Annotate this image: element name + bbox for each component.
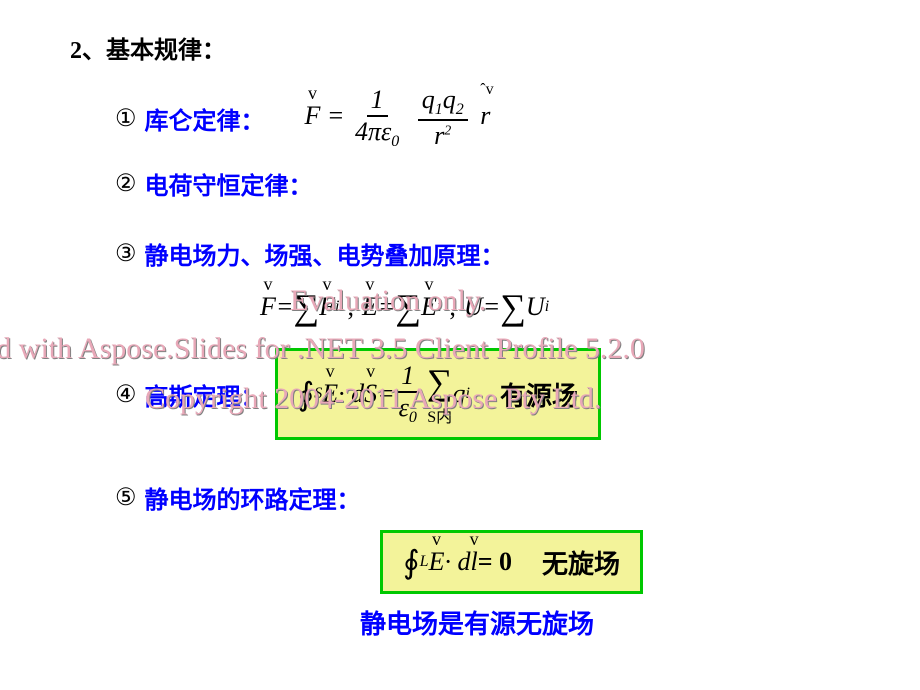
item-4-num: ④ <box>115 380 137 409</box>
den-4pie0: 4πε0 <box>351 117 403 151</box>
loop-formula-block: ∮L E · d l = 0 无旋场 <box>370 530 920 594</box>
item-1-num: ① <box>115 104 137 133</box>
num-q1q2: q1q2 <box>418 85 468 121</box>
dot-2: · d <box>444 547 470 577</box>
item-5-label: 静电场的环路定理： <box>145 480 361 515</box>
conclusion-text: 静电场是有源无旋场 <box>360 604 920 641</box>
vector-F: F <box>305 101 321 131</box>
sigma-1: ∑ <box>293 286 319 328</box>
item-2-num: ② <box>115 169 137 198</box>
qi: q <box>453 379 466 409</box>
comma-1: , <box>347 292 354 322</box>
vec-dS: S <box>364 379 377 409</box>
gauss-box: ∮S E · d S = 1 ε0 ∑ S内 qi 有源场 <box>275 348 602 440</box>
sub-i3: i <box>545 298 549 316</box>
num-1: 1 <box>367 85 388 117</box>
eq-sign: = <box>327 101 351 130</box>
vec-E-gauss: E <box>322 379 338 409</box>
vec-F-sum: F <box>260 292 276 322</box>
U-sum: U <box>464 292 483 322</box>
item-1-label: 库仑定律： <box>145 101 265 136</box>
frac-1-eps0: 1 ε0 <box>395 361 421 427</box>
sub-i2: i <box>437 298 441 316</box>
item-5-num: ⑤ <box>115 483 137 512</box>
sub-i4: i <box>466 385 470 403</box>
superposition-formula: F = ∑ Fi , E = ∑ Ei , U = ∑ Ui <box>260 286 920 328</box>
sub-S: S <box>314 385 322 403</box>
eq-zero: = 0 <box>478 547 512 577</box>
coulomb-formula: F = 1 4πε0 q1q2 r2 ˆvr <box>305 85 491 151</box>
item-4: ④ 高斯定理： ∮S E · d S = 1 ε0 ∑ S内 qi 有源场 <box>70 348 920 440</box>
section-heading: 2、基本规律： <box>70 30 920 65</box>
r-hat: ˆvr <box>480 101 490 130</box>
oint-icon-2: ∮ <box>403 543 420 581</box>
item-3-label: 静电场力、场强、电势叠加原理： <box>145 236 505 271</box>
sum-qi: ∑ S内 <box>427 361 453 427</box>
loop-label: 无旋场 <box>542 544 620 581</box>
oint-icon: ∮ <box>298 375 315 413</box>
vec-E-loop: E <box>429 547 445 577</box>
comma-2: , <box>449 292 456 322</box>
vec-E-sum: E <box>362 292 378 322</box>
item-5: ⑤ 静电场的环路定理： <box>70 480 920 515</box>
eq-4: = <box>377 379 395 409</box>
item-2-label: 电荷守恒定律： <box>145 166 313 201</box>
gauss-label: 有源场 <box>500 376 578 413</box>
loop-box: ∮L E · d l = 0 无旋场 <box>380 530 643 594</box>
eq-1: = <box>276 292 294 322</box>
den-r2: r2 <box>430 121 455 151</box>
num-one: 1 <box>397 361 418 393</box>
vec-Fi: F <box>319 292 335 322</box>
den-eps0: ε0 <box>395 393 421 427</box>
item-1: ① 库仑定律： F = 1 4πε0 q1q2 r2 ˆvr <box>70 85 920 151</box>
sub-i1: i <box>335 298 339 316</box>
sigma-3: ∑ <box>500 286 526 328</box>
item-3-num: ③ <box>115 239 137 268</box>
sigma-2: ∑ <box>395 286 421 328</box>
Ui: U <box>526 292 545 322</box>
eq-3: = <box>483 292 501 322</box>
vec-dl: l <box>470 547 477 577</box>
eq-2: = <box>378 292 396 322</box>
vec-Ei: E <box>421 292 437 322</box>
item-2: ② 电荷守恒定律： <box>70 166 920 201</box>
item-4-label: 高斯定理： <box>145 377 265 412</box>
dot-1: · d <box>338 379 364 409</box>
sub-L: L <box>420 553 429 571</box>
item-3: ③ 静电场力、场强、电势叠加原理： <box>70 236 920 271</box>
fraction-1: 1 4πε0 <box>351 85 403 151</box>
fraction-2: q1q2 r2 <box>418 85 468 151</box>
